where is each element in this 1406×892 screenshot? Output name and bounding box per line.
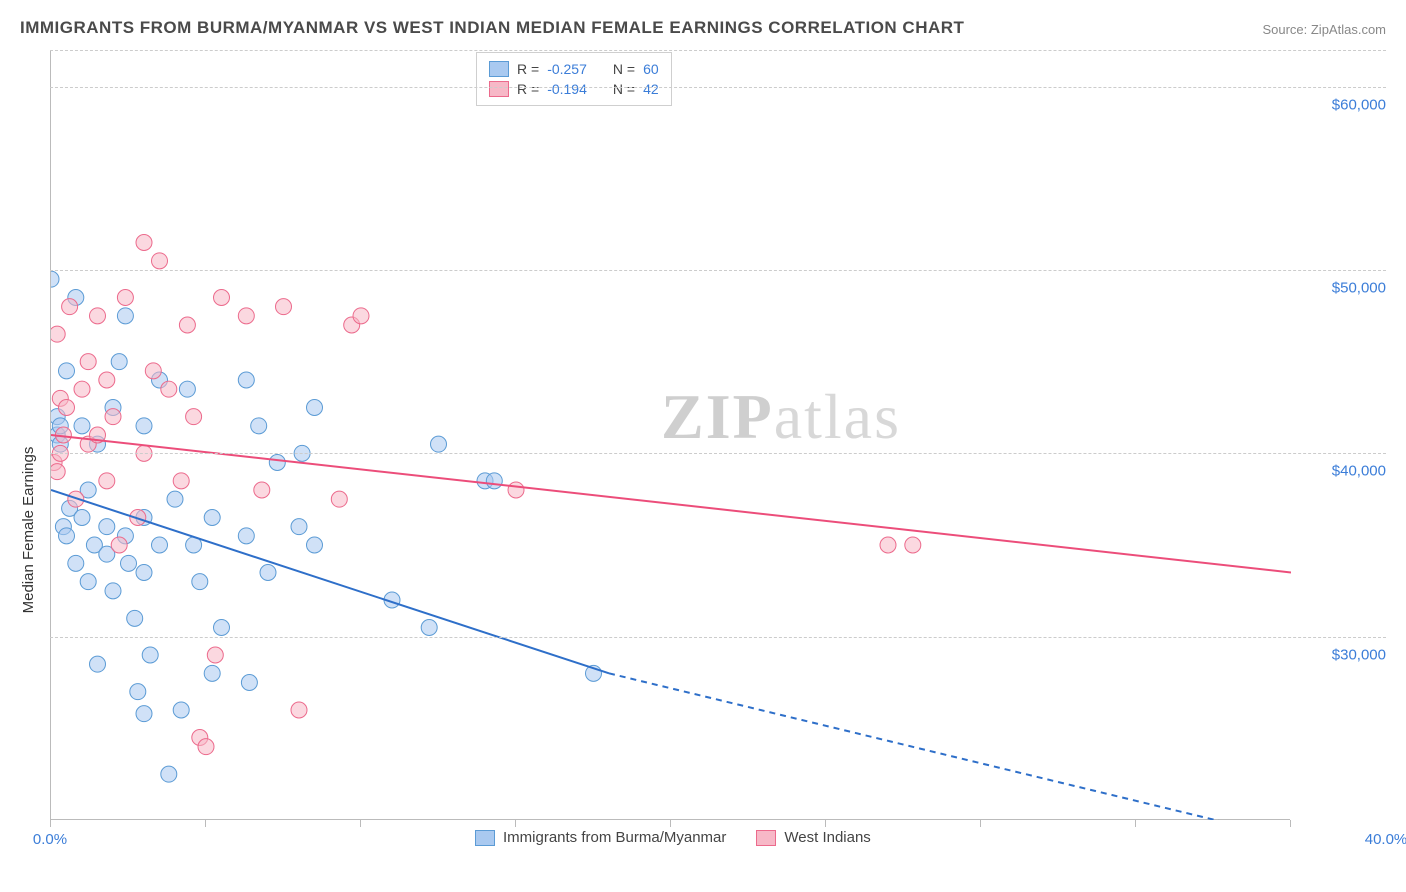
series-legend: Immigrants from Burma/Myanmar West India… (475, 827, 871, 848)
n-label-1: N = (613, 61, 635, 77)
series2-swatch-bottom (756, 830, 776, 846)
y-tick-label: $50,000 (1286, 280, 1386, 297)
r-label-1: R = (517, 61, 539, 77)
watermark: ZIPatlas (661, 380, 901, 454)
series2-swatch (489, 81, 509, 97)
series-legend-item-1: Immigrants from Burma/Myanmar (475, 827, 726, 848)
watermark-atlas: atlas (774, 381, 901, 452)
y-tick-label: $30,000 (1286, 646, 1386, 663)
n-label-2: N = (613, 81, 635, 97)
x-tick (1290, 820, 1291, 827)
correlation-legend-row-1: R = -0.257 N = 60 (489, 59, 659, 79)
series-legend-item-2: West Indians (756, 827, 870, 848)
x-tick (515, 820, 516, 827)
correlation-legend-box: R = -0.257 N = 60 R = -0.194 N = 42 (476, 52, 672, 106)
series1-swatch (489, 61, 509, 77)
x-tick (670, 820, 671, 827)
gridline (50, 637, 1386, 638)
x-tick (360, 820, 361, 827)
gridline (50, 270, 1386, 271)
watermark-zip: ZIP (661, 381, 774, 452)
n-value-1: 60 (643, 61, 659, 77)
plot-area: ZIPatlas R = -0.257 N = 60 R = -0.194 N … (50, 50, 1290, 820)
chart-title: IMMIGRANTS FROM BURMA/MYANMAR VS WEST IN… (20, 18, 964, 38)
x-tick (825, 820, 826, 827)
chart-container: ZIPatlas R = -0.257 N = 60 R = -0.194 N … (50, 50, 1386, 840)
x-tick (205, 820, 206, 827)
y-tick-label: $40,000 (1286, 463, 1386, 480)
x-axis-min-label: 0.0% (33, 831, 67, 848)
series1-label: Immigrants from Burma/Myanmar (503, 829, 726, 846)
series1-swatch-bottom (475, 830, 495, 846)
gridline (50, 50, 1386, 51)
n-value-2: 42 (643, 81, 659, 97)
y-axis-label: Median Female Earnings (20, 447, 37, 614)
y-tick-label: $60,000 (1286, 96, 1386, 113)
r-value-1: -0.257 (547, 61, 587, 77)
x-tick (50, 820, 51, 827)
r-value-2: -0.194 (547, 81, 587, 97)
r-label-2: R = (517, 81, 539, 97)
gridline (50, 453, 1386, 454)
source-attribution: Source: ZipAtlas.com (1262, 22, 1386, 37)
correlation-legend-row-2: R = -0.194 N = 42 (489, 79, 659, 99)
x-tick (980, 820, 981, 827)
series2-label: West Indians (784, 829, 870, 846)
x-axis-max-label: 40.0% (1365, 831, 1406, 848)
gridline (50, 87, 1386, 88)
x-tick (1135, 820, 1136, 827)
